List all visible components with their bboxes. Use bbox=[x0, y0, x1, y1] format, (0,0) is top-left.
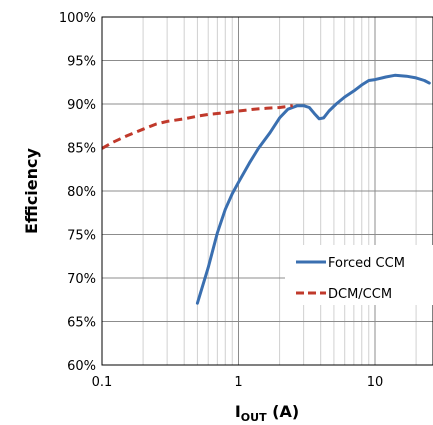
series-line-forced-ccm bbox=[195, 73, 431, 305]
y-axis-title: Efficiency bbox=[22, 147, 41, 233]
y-tick-label: 90% bbox=[67, 98, 96, 113]
x-axis-title: IOUT (A) bbox=[235, 402, 299, 424]
x-tick-label: 10 bbox=[367, 375, 384, 390]
y-tick-label: 80% bbox=[67, 185, 96, 200]
y-tick-label: 75% bbox=[67, 229, 96, 244]
legend-label-forced-ccm: Forced CCM bbox=[328, 256, 405, 271]
tick-labels: 60% 65% 70% 75% 80% 85% 90% 95% 100% 0.1 1 10 bbox=[59, 11, 383, 390]
legend-box bbox=[285, 245, 433, 305]
series-line-dcm-ccm bbox=[101, 104, 294, 150]
x-tick-label: 1 bbox=[234, 375, 242, 390]
y-tick-label: 85% bbox=[67, 142, 96, 157]
grid-lines bbox=[102, 16, 433, 366]
plot-series bbox=[101, 73, 431, 305]
y-tick-label: 60% bbox=[67, 359, 96, 374]
legend-label-dcm-ccm: DCM/CCM bbox=[328, 287, 392, 302]
legend: Forced CCM DCM/CCM bbox=[285, 245, 433, 305]
x-tick-label: 0.1 bbox=[92, 375, 113, 390]
y-tick-label: 100% bbox=[59, 11, 96, 26]
y-tick-label: 95% bbox=[67, 55, 96, 70]
plot-frame bbox=[101, 16, 433, 366]
y-tick-label: 70% bbox=[67, 272, 96, 287]
y-tick-label: 65% bbox=[67, 316, 96, 331]
